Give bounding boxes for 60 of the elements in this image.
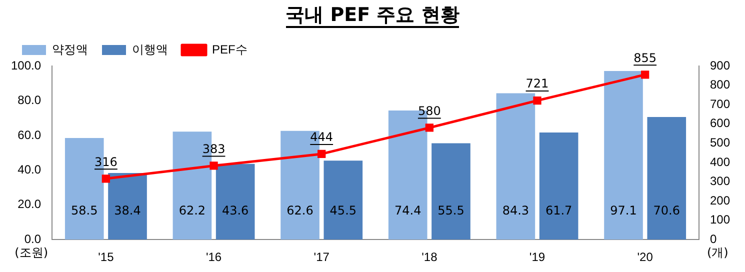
point (102, 174, 110, 183)
y2-tick-label: 800 (710, 78, 730, 92)
data-label: 55.5 (438, 204, 464, 218)
chart-title: 국내 PEF 주요 현황 (286, 4, 460, 28)
y2-tick-label: 700 (710, 96, 730, 111)
x-tick-label: '20 (637, 250, 654, 264)
y2-tick-label: 500 (710, 135, 730, 150)
point (533, 96, 542, 105)
y-axis-title: (조원) (14, 246, 48, 260)
legend-label: 이행액 (132, 42, 168, 56)
bar (647, 117, 686, 240)
x-tick-label: '19 (529, 250, 546, 264)
y2-tick-label: 600 (710, 116, 730, 130)
legend-label: PEF수 (212, 42, 248, 56)
data-label: 62.2 (178, 204, 206, 218)
x-tick-label: '16 (206, 250, 222, 264)
data-label: 43.6 (222, 204, 249, 218)
bar (604, 71, 643, 240)
point (210, 162, 218, 170)
x-tick-label: '17 (314, 250, 330, 264)
bar (432, 143, 470, 240)
data-label: 316 (94, 154, 118, 169)
y-tick-label: 80.0 (18, 93, 42, 108)
data-label: 58.5 (71, 204, 98, 218)
y-tick-label: 60.0 (18, 128, 42, 142)
data-label: 45.5 (330, 204, 357, 218)
data-label: 70.6 (653, 204, 680, 218)
data-label: 721 (526, 76, 549, 91)
bar (108, 172, 147, 240)
bar (539, 132, 578, 240)
y2-tick-label: 400 (710, 154, 730, 169)
data-label: 444 (310, 130, 334, 144)
data-label: 580 (418, 104, 441, 118)
y2-tick-label: 200 (710, 193, 730, 208)
bar (216, 164, 255, 240)
bar (496, 93, 536, 240)
y-tick-label: 0.0 (24, 232, 42, 246)
data-label: 84.3 (502, 204, 530, 218)
x-tick-label: '15 (98, 250, 114, 264)
y2-tick-label: 900 (710, 58, 730, 72)
data-label: 62.6 (286, 204, 314, 218)
y2-tick-label: 100 (710, 212, 730, 227)
point (425, 124, 434, 132)
legend-label: 약정액 (52, 42, 88, 56)
y2-axis-title: (개) (706, 246, 728, 260)
bar (324, 160, 363, 240)
y2-tick-label: 300 (710, 174, 730, 188)
data-label: 855 (634, 50, 657, 65)
y2-tick-label: 0 (710, 232, 717, 246)
point (318, 150, 326, 158)
data-label: 38.4 (114, 204, 141, 218)
point (640, 70, 650, 79)
y-tick-label: 20.0 (18, 197, 42, 212)
y-tick-label: 100.0 (11, 58, 42, 72)
data-label: 383 (202, 142, 226, 156)
x-tick-label: '18 (422, 250, 438, 264)
data-label: 61.7 (545, 204, 572, 218)
y-tick-label: 40.0 (18, 162, 42, 176)
data-label: 97.1 (610, 204, 637, 218)
data-label: 74.4 (394, 204, 422, 218)
